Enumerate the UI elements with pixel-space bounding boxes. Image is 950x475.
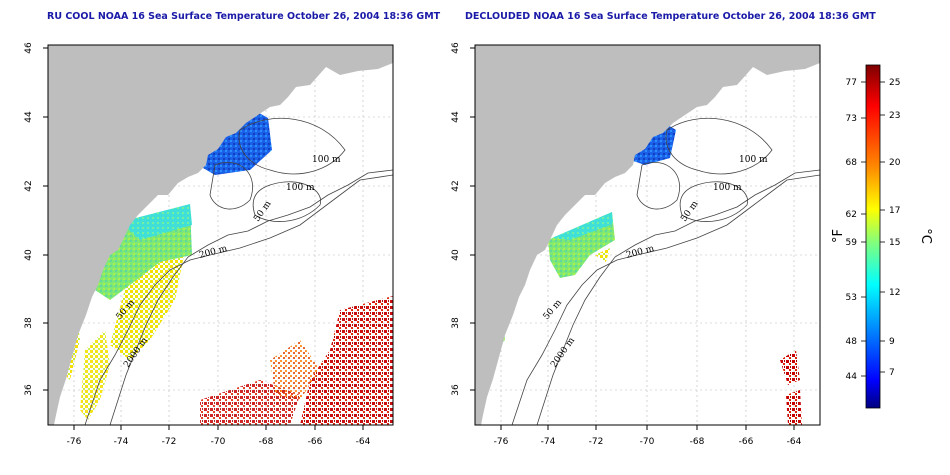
colorbar-c-tick: 23 xyxy=(889,111,900,121)
left-map-title: RU COOL NOAA 16 Sea Surface Temperature … xyxy=(47,11,441,22)
left-y-tick: 44 xyxy=(24,111,34,123)
colorbar-c-tick: 12 xyxy=(889,288,900,298)
colorbar-f-tick: 59 xyxy=(846,238,858,248)
left-y-tick: 36 xyxy=(24,384,34,396)
right-sst-map: 100 m 100 m 50 m 200 m 50 m 2000 m -76 -… xyxy=(451,42,821,447)
left-contour-100m-b: 100 m xyxy=(286,183,315,193)
left-x-tick: -76 xyxy=(67,437,82,447)
left-y-tick: 42 xyxy=(24,180,34,191)
left-bathymetry-contours xyxy=(84,117,394,426)
colorbar-c-tick: 15 xyxy=(889,238,900,248)
left-x-tick: -72 xyxy=(162,437,177,447)
right-x-tick: -70 xyxy=(640,437,655,447)
left-sst-patches xyxy=(48,105,393,425)
colorbar-f-tick: 44 xyxy=(846,372,858,382)
left-map-frame xyxy=(47,44,394,426)
left-y-tick: 46 xyxy=(24,42,34,54)
right-y-tick: 42 xyxy=(451,180,461,191)
colorbar-f-tick: 77 xyxy=(846,78,857,88)
right-y-tick: 38 xyxy=(451,317,461,329)
right-x-tick: -66 xyxy=(739,437,754,447)
right-bathymetry-contours xyxy=(511,117,821,426)
left-contour-100m-a: 100 m xyxy=(312,155,341,165)
left-x-tick: -74 xyxy=(114,437,129,447)
colorbar-f-tick: 62 xyxy=(846,210,857,220)
colorbar-c-tick: 25 xyxy=(889,78,900,88)
left-sst-map: 100 m 100 m 50 m 200 m 50 m 2000 m -76 -… xyxy=(24,42,394,447)
colorbar-c-tick: 17 xyxy=(889,206,900,216)
left-x-tick: -66 xyxy=(308,437,323,447)
colorbar-f-tick: 48 xyxy=(846,337,858,347)
right-contour-100m-a: 100 m xyxy=(739,155,768,165)
right-map-title: DECLOUDED NOAA 16 Sea Surface Temperatur… xyxy=(465,11,876,22)
colorbar-c-tick: 9 xyxy=(889,337,895,347)
colorbar-c-tick: 7 xyxy=(889,368,895,378)
right-y-tick: 40 xyxy=(451,249,461,261)
colorbar-fahrenheit-label: °F xyxy=(831,229,846,243)
right-x-tick: -76 xyxy=(494,437,509,447)
colorbar-celsius-label: °C xyxy=(918,228,933,244)
left-x-tick: -64 xyxy=(356,437,371,447)
left-x-tick: -68 xyxy=(259,437,274,447)
right-x-tick: -64 xyxy=(787,437,802,447)
colorbar-gradient xyxy=(865,64,881,409)
left-x-tick: -70 xyxy=(211,437,226,447)
left-y-tick: 40 xyxy=(24,249,34,261)
colorbar-f-tick: 53 xyxy=(846,293,857,303)
temperature-colorbar: 77 73 68 62 59 53 48 44 25 23 20 17 15 1… xyxy=(831,64,933,409)
right-x-tick: -72 xyxy=(589,437,604,447)
right-y-tick: 36 xyxy=(451,384,461,396)
left-y-tick: 38 xyxy=(24,317,34,329)
colorbar-f-tick: 73 xyxy=(846,114,857,124)
right-x-tick: -68 xyxy=(690,437,705,447)
colorbar-f-tick: 68 xyxy=(846,158,858,168)
right-y-tick: 46 xyxy=(451,42,461,54)
colorbar-c-tick: 20 xyxy=(889,158,901,168)
right-x-tick: -74 xyxy=(541,437,556,447)
right-y-tick: 44 xyxy=(451,111,461,123)
right-contour-100m-b: 100 m xyxy=(713,183,742,193)
